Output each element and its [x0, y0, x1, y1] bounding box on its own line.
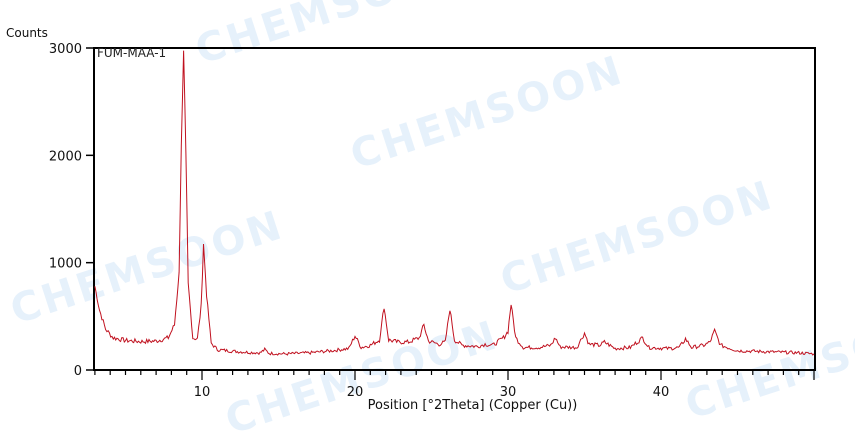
x-tick-label: 40 [653, 385, 670, 400]
y-tick-label: 0 [74, 364, 82, 379]
xrd-chart: 0 1000 2000 3000 10 20 30 40 [49, 42, 816, 400]
y-tick-label: 1000 [49, 257, 82, 272]
y-axis-ticks: 0 1000 2000 3000 [49, 42, 94, 379]
x-tick-label: 30 [500, 385, 517, 400]
x-axis-title: Position [°2Theta] (Copper (Cu)) [367, 398, 578, 413]
plot-frame [93, 47, 816, 371]
y-tick-label: 2000 [49, 149, 82, 164]
y-axis-unit-label: Counts [6, 26, 48, 40]
y-tick-label: 3000 [49, 42, 82, 57]
diffraction-trace [94, 50, 815, 356]
x-tick-label: 20 [347, 385, 364, 400]
plot-border [93, 47, 816, 371]
x-axis-ticks: 10 20 30 40 [94, 370, 815, 400]
x-tick-label: 10 [194, 385, 211, 400]
sample-label: FUM-MAA-1 [97, 46, 167, 60]
